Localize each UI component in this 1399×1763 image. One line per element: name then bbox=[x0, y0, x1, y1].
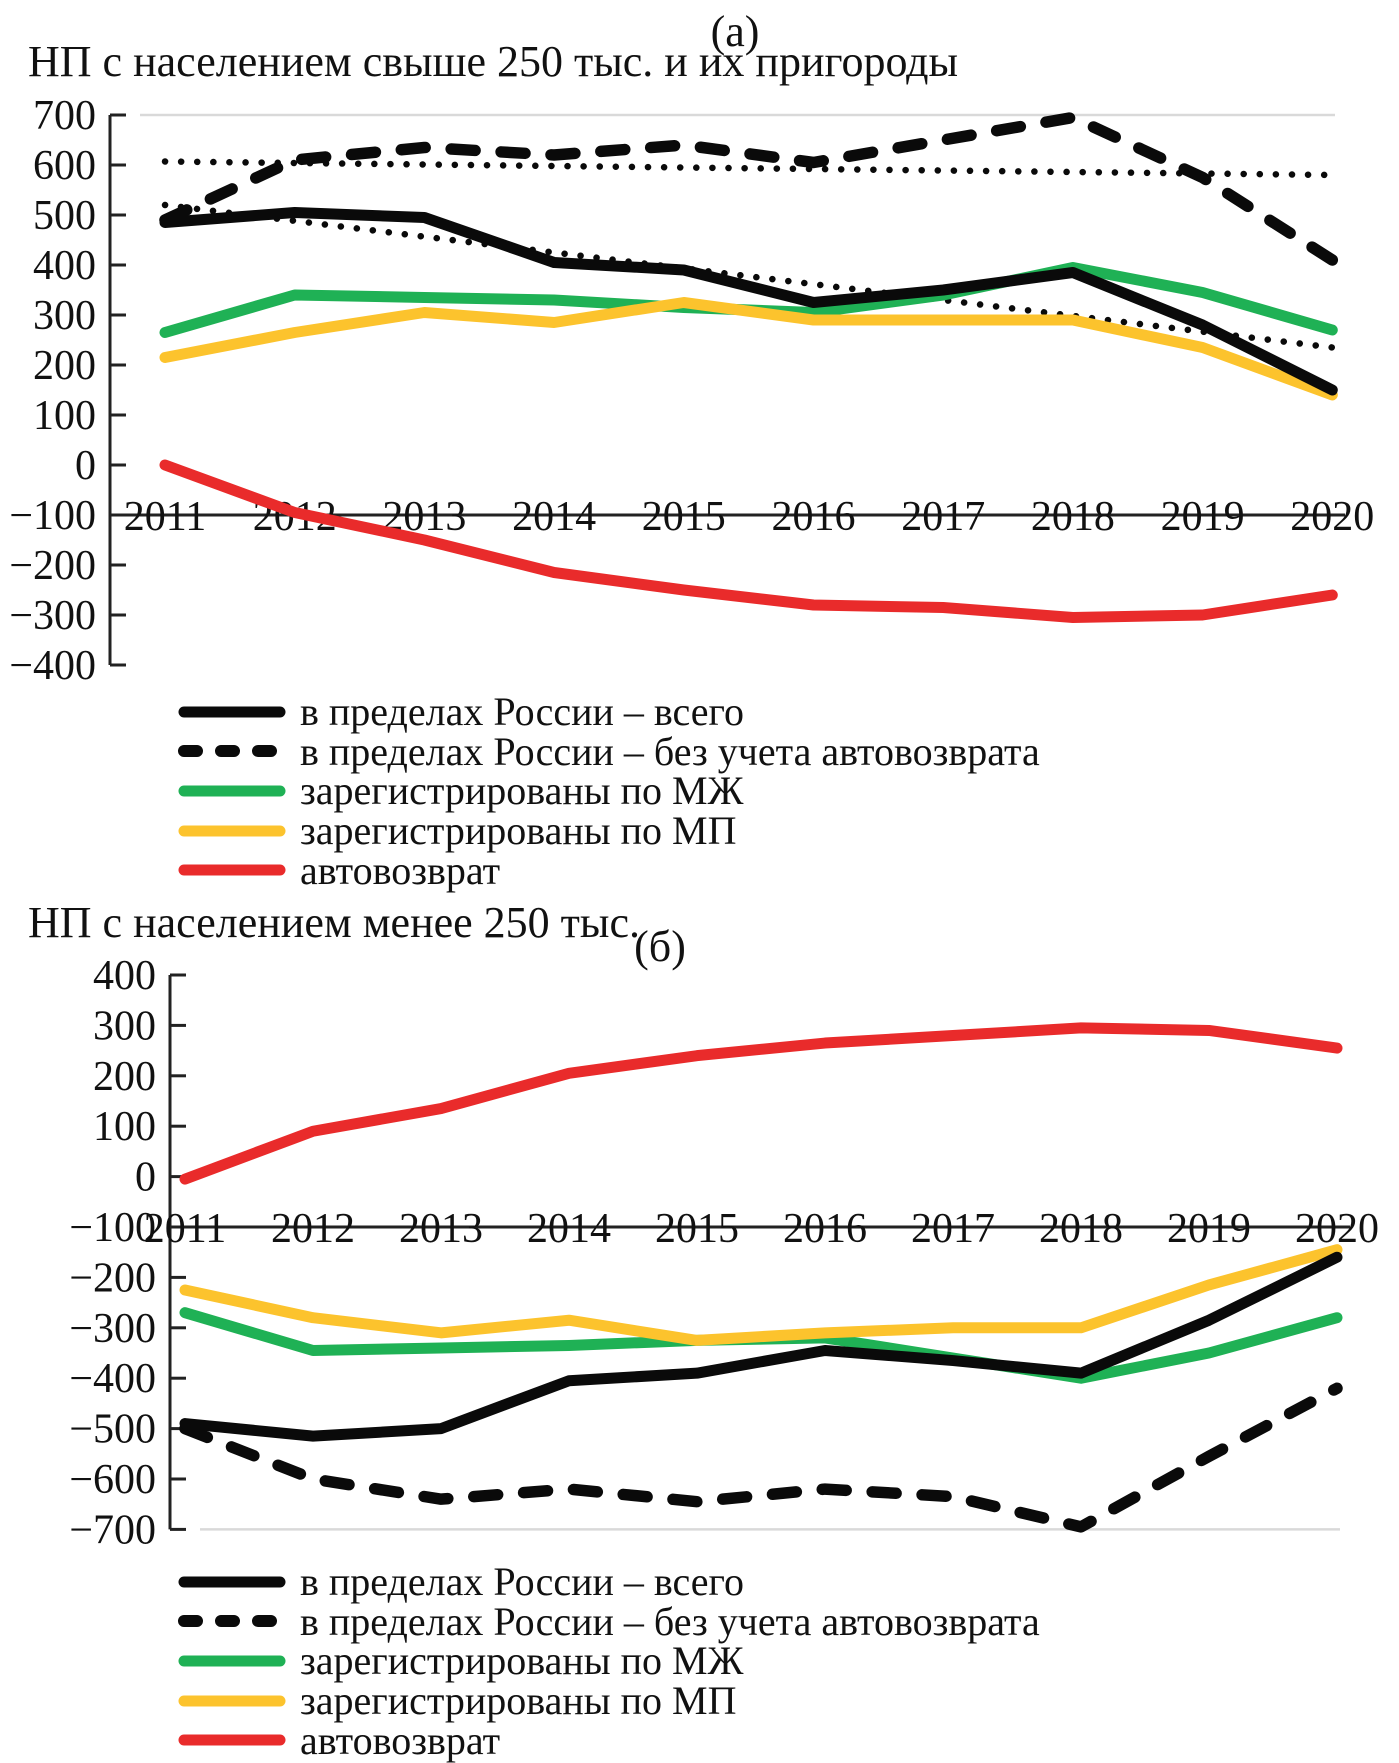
legend-solid-line-sample bbox=[178, 1576, 286, 1588]
dotted-trend-upper bbox=[161, 158, 1336, 179]
legend-dashed-line-sample bbox=[178, 1615, 286, 1628]
x-tick-label: 2017 bbox=[901, 494, 985, 540]
legend-item-label: в пределах России – всего bbox=[300, 1559, 744, 1605]
y-tick-label: 400 bbox=[93, 953, 156, 999]
y-tick-label: −600 bbox=[69, 1457, 156, 1503]
x-tick-label: 2011 bbox=[124, 494, 206, 540]
y-tick-label: 300 bbox=[93, 1003, 156, 1049]
y-tick-label: 600 bbox=[33, 143, 96, 189]
legend-item: автовозврат bbox=[178, 1720, 1040, 1760]
x-tick-label: 2015 bbox=[642, 494, 726, 540]
y-tick-label: −500 bbox=[69, 1407, 156, 1453]
y-tick-label: 200 bbox=[33, 343, 96, 389]
legend-item: зарегистрированы по МЖ bbox=[178, 1641, 1040, 1681]
legend-solid-line-sample bbox=[178, 1695, 286, 1707]
legend-solid-line-sample bbox=[178, 1655, 286, 1667]
y-tick-label: −400 bbox=[9, 643, 96, 685]
legend-item-label: автовозврат bbox=[300, 847, 501, 893]
legend-solid-line-sample bbox=[178, 864, 286, 876]
y-tick-label: 0 bbox=[135, 1155, 156, 1201]
panel-b-label: (б) bbox=[634, 922, 686, 971]
y-tick-label: 100 bbox=[93, 1104, 156, 1150]
y-tick-label: 0 bbox=[75, 443, 96, 489]
x-tick-label: 2018 bbox=[1039, 1206, 1123, 1252]
series-3 bbox=[179, 1244, 1343, 1346]
x-tick-label: 2011 bbox=[144, 1206, 226, 1252]
y-tick-label: −200 bbox=[69, 1255, 156, 1301]
x-tick-label: 2013 bbox=[399, 1206, 483, 1252]
legend-solid-line-sample bbox=[178, 825, 286, 837]
legend-item-label: в пределах России – без учета автовозвра… bbox=[300, 1598, 1040, 1644]
legend-item-label: в пределах России – всего bbox=[300, 689, 744, 735]
series-3 bbox=[159, 297, 1338, 401]
legend-item: в пределах России – без учета автовозвра… bbox=[178, 728, 1040, 774]
panel-a-title: НП с населением свыше 250 тыс. и их приг… bbox=[28, 37, 959, 86]
legend-solid-line-sample bbox=[178, 706, 286, 718]
series-4 bbox=[159, 459, 1338, 623]
legend-item: зарегистрированы по МП bbox=[178, 811, 1040, 851]
legend-item-label: в пределах России – без учета автовозвра… bbox=[300, 728, 1040, 774]
x-tick-label: 2019 bbox=[1167, 1206, 1251, 1252]
series-0 bbox=[179, 1251, 1343, 1442]
x-tick-label: 2020 bbox=[1290, 494, 1374, 540]
dotted-trend-lower bbox=[161, 201, 1336, 351]
legend-item: автовозврат bbox=[178, 850, 1040, 890]
y-tick-label: −200 bbox=[9, 543, 96, 589]
y-tick-label: 100 bbox=[33, 393, 96, 439]
x-tick-label: 2015 bbox=[655, 1206, 739, 1252]
series-1 bbox=[159, 111, 1339, 266]
legend-item-label: зарегистрированы по МЖ bbox=[300, 1638, 744, 1684]
y-tick-label: 700 bbox=[33, 93, 96, 139]
x-tick-label: 2016 bbox=[783, 1206, 867, 1252]
x-tick-label: 2019 bbox=[1161, 494, 1245, 540]
legend-solid-line-sample bbox=[178, 785, 286, 797]
x-tick-label: 2018 bbox=[1031, 494, 1115, 540]
x-tick-label: 2012 bbox=[271, 1206, 355, 1252]
legend-item: в пределах России – без учета автовозвра… bbox=[178, 1598, 1040, 1644]
legend-item: зарегистрированы по МП bbox=[178, 1681, 1040, 1721]
legend-dashed-line-sample bbox=[178, 745, 286, 758]
panel-a-label: (а) bbox=[710, 7, 760, 56]
series-0 bbox=[159, 207, 1338, 396]
y-tick-label: −300 bbox=[69, 1306, 156, 1352]
y-tick-label: −100 bbox=[9, 493, 96, 539]
y-tick-label: −700 bbox=[69, 1507, 156, 1548]
y-tick-label: 200 bbox=[93, 1054, 156, 1100]
series-1 bbox=[179, 1382, 1343, 1533]
legend-item-label: зарегистрированы по МЖ bbox=[300, 768, 744, 814]
legend-item-label: зарегистрированы по МП bbox=[300, 808, 737, 854]
panel-b-title: НП с населением менее 250 тыс. bbox=[28, 898, 641, 947]
y-tick-label: 300 bbox=[33, 293, 96, 339]
y-tick-label: −100 bbox=[69, 1205, 156, 1251]
y-tick-label: −400 bbox=[69, 1356, 156, 1402]
y-tick-label: 400 bbox=[33, 243, 96, 289]
y-tick-label: −300 bbox=[9, 593, 96, 639]
legend-a: в пределах России – всего в пределах Росс… bbox=[178, 692, 1040, 890]
x-tick-label: 2016 bbox=[772, 494, 856, 540]
legend-item-label: автовозврат bbox=[300, 1717, 501, 1763]
series-4 bbox=[179, 1022, 1343, 1185]
x-tick-label: 2014 bbox=[512, 494, 596, 540]
legend-item: в пределах России – всего bbox=[178, 1562, 1040, 1602]
legend-solid-line-sample bbox=[178, 1734, 286, 1746]
x-tick-label: 2014 bbox=[527, 1206, 611, 1252]
legend-item-label: зарегистрированы по МП bbox=[300, 1678, 737, 1724]
x-tick-label: 2017 bbox=[911, 1206, 995, 1252]
legend-item: зарегистрированы по МЖ bbox=[178, 771, 1040, 811]
legend-b: в пределах России – всего в пределах Росс… bbox=[178, 1562, 1040, 1760]
legend-item: в пределах России – всего bbox=[178, 692, 1040, 732]
y-tick-label: 500 bbox=[33, 193, 96, 239]
